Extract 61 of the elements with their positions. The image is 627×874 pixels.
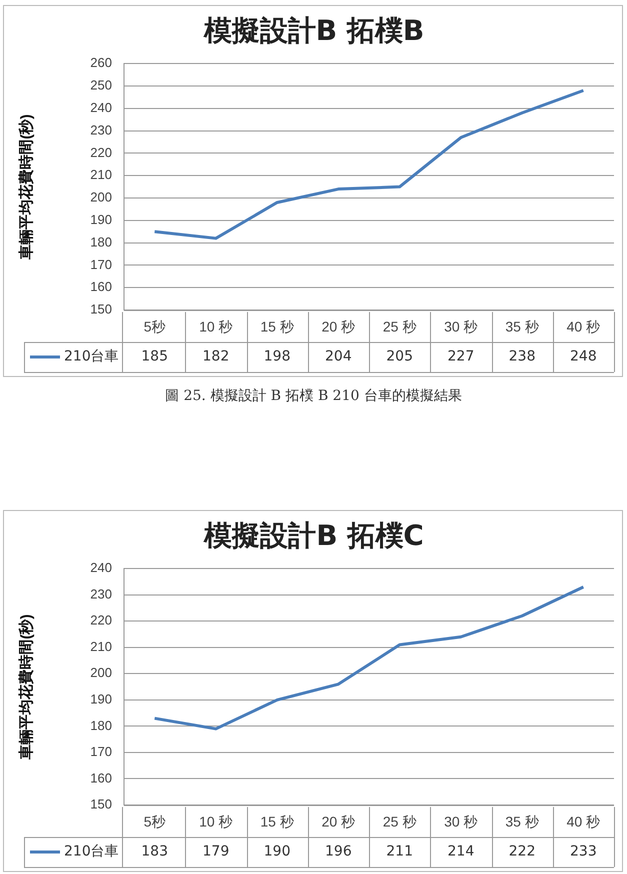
y-tick-label: 160 <box>90 279 112 294</box>
data-label: 248 <box>570 348 597 365</box>
caption: 圖 25. 模擬設計 B 拓樸 B 210 台車的模擬結果 <box>164 387 463 405</box>
data-label: 190 <box>264 844 290 860</box>
chart-title: 模擬設計B 拓樸C <box>203 519 424 552</box>
x-tick-label: 10 秒 <box>199 318 233 334</box>
y-tick-label: 190 <box>90 212 112 227</box>
y-tick-label: 220 <box>90 144 112 160</box>
y-tick-label: 220 <box>90 612 112 628</box>
x-tick-label: 35 秒 <box>505 813 539 830</box>
x-tick-label: 15 秒 <box>260 813 294 830</box>
x-tick-label: 10 秒 <box>199 813 233 830</box>
y-tick-label: 230 <box>90 122 112 138</box>
data-label: 211 <box>386 844 413 860</box>
data-label: 214 <box>448 844 474 860</box>
legend-label: 210台車 <box>64 844 119 860</box>
y-tick-label: 240 <box>90 560 112 576</box>
legend-label: 210台車 <box>64 348 119 365</box>
y-tick-label: 180 <box>90 234 112 250</box>
x-tick-label: 20 秒 <box>322 318 356 334</box>
y-tick-label: 160 <box>90 770 112 786</box>
x-tick-label: 25 秒 <box>382 813 416 830</box>
data-label: 227 <box>448 348 474 365</box>
y-tick-label: 150 <box>90 302 112 317</box>
y-tick-label: 230 <box>90 586 112 602</box>
data-label: 233 <box>570 844 597 860</box>
data-label: 185 <box>141 348 168 365</box>
data-label: 183 <box>141 844 168 860</box>
x-tick-label: 25 秒 <box>382 318 416 334</box>
x-tick-label: 30 秒 <box>444 813 478 830</box>
x-tick-label: 35 秒 <box>505 318 539 334</box>
data-label: 198 <box>264 348 290 365</box>
data-label: 238 <box>508 348 536 365</box>
data-label: 179 <box>202 844 230 860</box>
y-tick-label: 250 <box>90 78 112 93</box>
x-tick-label: 5秒 <box>144 318 166 334</box>
data-label: 196 <box>325 844 352 860</box>
x-tick-label: 40 秒 <box>566 813 600 830</box>
y-tick-label: 260 <box>90 55 112 70</box>
y-axis-title: 車輛平均花費時間(秒) <box>18 114 36 260</box>
data-label: 222 <box>508 844 536 860</box>
y-tick-label: 170 <box>90 256 112 272</box>
y-tick-label: 210 <box>90 638 112 654</box>
y-tick-label: 170 <box>90 744 112 760</box>
y-tick-label: 190 <box>90 692 112 707</box>
data-label: 182 <box>202 348 230 365</box>
x-tick-label: 5秒 <box>144 813 166 830</box>
chart-title: 模擬設計B 拓樸B <box>202 14 424 48</box>
y-tick-label: 180 <box>90 718 112 733</box>
y-tick-label: 200 <box>90 665 112 680</box>
x-tick-label: 30 秒 <box>444 318 478 334</box>
y-tick-label: 150 <box>90 796 112 812</box>
y-tick-label: 210 <box>90 167 112 182</box>
y-tick-label: 200 <box>90 190 112 205</box>
x-tick-label: 20 秒 <box>322 813 356 830</box>
x-tick-label: 15 秒 <box>260 318 294 334</box>
data-label: 204 <box>325 348 352 365</box>
y-tick-label: 240 <box>90 100 112 115</box>
x-tick-label: 40 秒 <box>566 318 600 334</box>
data-label: 205 <box>386 348 413 365</box>
y-axis-title: 車輛平均花費時間(秒) <box>18 614 36 760</box>
